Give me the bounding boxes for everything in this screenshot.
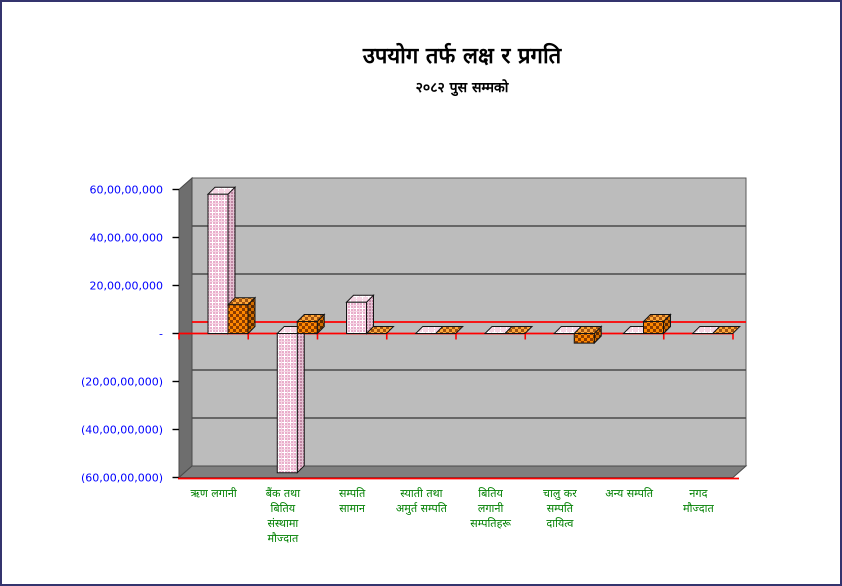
- category-label-2: बैंक तथा बितिय संस्थामा मौज्दात: [265, 487, 301, 545]
- category-label-5: बितिय लगानी सम्पतिहरू: [470, 487, 511, 530]
- y-axis-label: 60,00,00,000: [89, 183, 163, 196]
- chart-subtitle: २०८२ पुस सम्मको: [415, 80, 509, 96]
- floor: [177, 465, 748, 478]
- category-label-3: सम्पति सामान: [338, 487, 366, 515]
- bar-target-cat1-front: [207, 193, 229, 334]
- bar-progress-cat4-flat: [434, 326, 464, 334]
- bar-progress-cat2-front: [296, 321, 318, 334]
- y-axis-label: (20,00,00,000): [80, 375, 163, 388]
- bar-progress-cat8-flat: [711, 326, 741, 334]
- category-label-4: स्याती तथा अमुर्त सम्पति: [395, 487, 447, 515]
- bar-target-cat3-front: [346, 301, 367, 334]
- y-axis-label: 40,00,00,000: [89, 231, 163, 244]
- y-axis-label: (40,00,00,000): [80, 423, 163, 436]
- y-axis-label: 20,00,00,000: [89, 279, 163, 292]
- chart-title: उपयोग तर्फ लक्ष र प्रगति: [362, 44, 562, 69]
- category-label-1: ऋण लगानी: [190, 487, 237, 500]
- bar-progress-cat3-flat: [365, 326, 395, 334]
- y-axis-label: -: [159, 327, 163, 340]
- category-label-8: नगद मौज्दात: [683, 487, 714, 515]
- bar-progress-cat7-front: [643, 321, 664, 334]
- bar-progress-cat6-front: [573, 333, 595, 344]
- bar-progress-cat1-front: [227, 304, 249, 334]
- category-label-7: अन्य सम्पति: [605, 487, 654, 500]
- left-wall: [178, 176, 193, 479]
- bar-progress-cat5-flat: [503, 326, 534, 334]
- bar-target-cat2-front: [276, 333, 298, 474]
- category-label-6: चालु कर सम्पति दायित्व: [543, 487, 577, 530]
- y-axis-label: (60,00,00,000): [80, 471, 163, 484]
- bar-progress-cat1-side: [247, 296, 256, 335]
- bar-target-cat2-side: [296, 325, 305, 474]
